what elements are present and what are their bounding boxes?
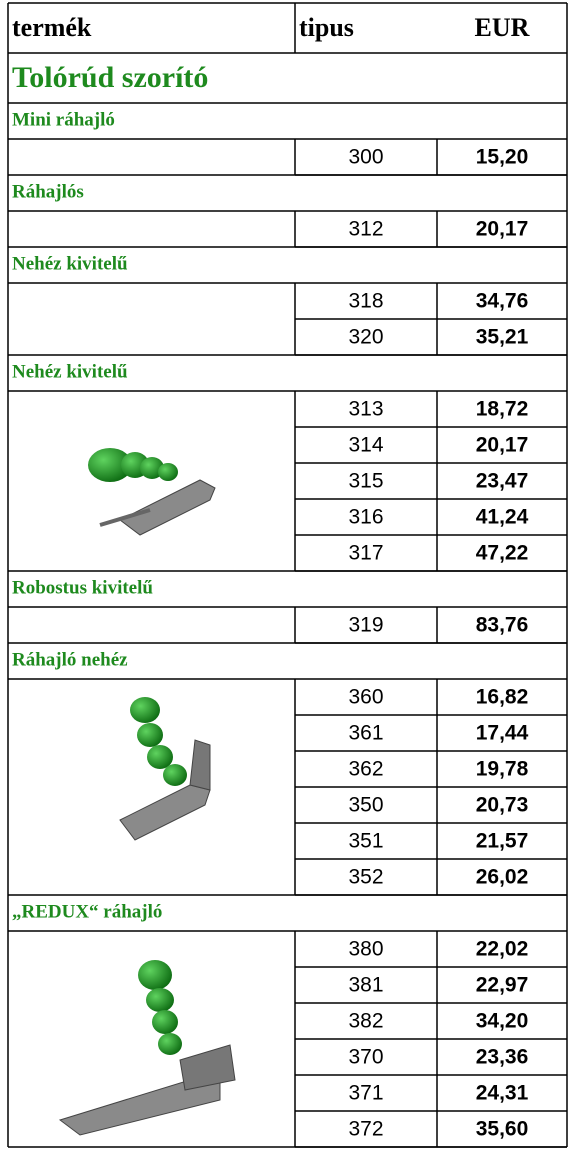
type-cell: 370 xyxy=(348,1046,383,1069)
price-cell: 24,31 xyxy=(476,1082,529,1105)
type-cell: 316 xyxy=(348,506,383,529)
price-cell: 20,73 xyxy=(476,794,529,817)
table-title: Tolórúd szorító xyxy=(12,61,208,94)
price-cell: 17,44 xyxy=(476,722,529,745)
type-cell: 372 xyxy=(348,1118,383,1141)
price-cell: 47,22 xyxy=(476,542,529,565)
price-cell: 34,20 xyxy=(476,1010,529,1033)
price-cell: 23,36 xyxy=(476,1046,529,1069)
type-cell: 360 xyxy=(348,686,383,709)
header-cell: termék xyxy=(12,13,92,42)
type-cell: 315 xyxy=(348,470,383,493)
type-cell: 319 xyxy=(348,614,383,637)
type-cell: 382 xyxy=(348,1010,383,1033)
price-cell: 21,57 xyxy=(476,830,529,853)
header-cell: EUR xyxy=(475,13,530,42)
type-cell: 320 xyxy=(348,326,383,349)
price-cell: 22,97 xyxy=(476,974,529,997)
price-cell: 26,02 xyxy=(476,866,529,889)
price-cell: 23,47 xyxy=(476,470,529,493)
type-cell: 362 xyxy=(348,758,383,781)
section-name: Robostus kivitelű xyxy=(12,577,153,598)
section-name: Ráhajló nehéz xyxy=(12,649,128,670)
clamp-image xyxy=(120,697,210,840)
section-name: Nehéz kivitelű xyxy=(12,253,128,274)
price-cell: 35,21 xyxy=(476,326,529,349)
type-cell: 318 xyxy=(348,290,383,313)
price-cell: 20,17 xyxy=(476,218,529,241)
section-name: Ráhajlós xyxy=(12,181,84,202)
type-cell: 371 xyxy=(348,1082,383,1105)
price-cell: 18,72 xyxy=(476,398,529,421)
type-cell: 300 xyxy=(348,146,383,169)
price-cell: 22,02 xyxy=(476,938,529,961)
clamp-image xyxy=(88,448,215,535)
price-cell: 83,76 xyxy=(476,614,529,637)
type-cell: 361 xyxy=(348,722,383,745)
price-cell: 15,20 xyxy=(476,146,529,169)
section-name: Mini ráhajló xyxy=(12,109,115,130)
type-cell: 312 xyxy=(348,218,383,241)
price-table: termék tipus EUR Tolórúd szorító Mini ráhajl… xyxy=(0,0,576,1160)
price-cell: 34,76 xyxy=(476,290,529,313)
price-cell: 20,17 xyxy=(476,434,529,457)
price-cell: 19,78 xyxy=(476,758,529,781)
clamp-image xyxy=(60,960,235,1135)
section-name: Nehéz kivitelű xyxy=(12,361,128,382)
type-cell: 350 xyxy=(348,794,383,817)
price-cell: 35,60 xyxy=(476,1118,529,1141)
type-cell: 380 xyxy=(348,938,383,961)
type-cell: 314 xyxy=(348,434,383,457)
type-cell: 352 xyxy=(348,866,383,889)
header-cell: tipus xyxy=(299,13,354,42)
type-cell: 381 xyxy=(348,974,383,997)
type-cell: 351 xyxy=(348,830,383,853)
section-name: „REDUX“ ráhajló xyxy=(12,901,162,922)
type-cell: 317 xyxy=(348,542,383,565)
price-cell: 41,24 xyxy=(476,506,529,529)
price-cell: 16,82 xyxy=(476,686,529,709)
type-cell: 313 xyxy=(348,398,383,421)
